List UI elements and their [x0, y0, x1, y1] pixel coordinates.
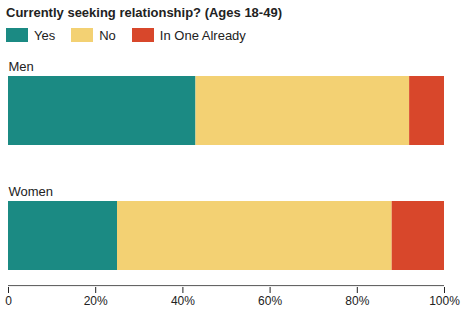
html-text:No: No: [99, 27, 116, 43]
svg-text:Women: Women: [9, 184, 54, 199]
html-text:Yes: Yes: [34, 27, 56, 43]
html-text:Currently seeking relationship: Currently seeking relationship? (Ages 18…: [6, 5, 282, 20]
svg-text:100%: 100%: [429, 294, 460, 308]
svg-text:40%: 40%: [171, 294, 195, 308]
svg-text:0: 0: [5, 294, 12, 308]
svg-text:60%: 60%: [258, 294, 282, 308]
html-text:In One Already: In One Already: [159, 27, 246, 43]
svg-text:20%: 20%: [84, 294, 108, 308]
svg-text:80%: 80%: [345, 294, 369, 308]
svg-text:Men: Men: [9, 59, 34, 74]
